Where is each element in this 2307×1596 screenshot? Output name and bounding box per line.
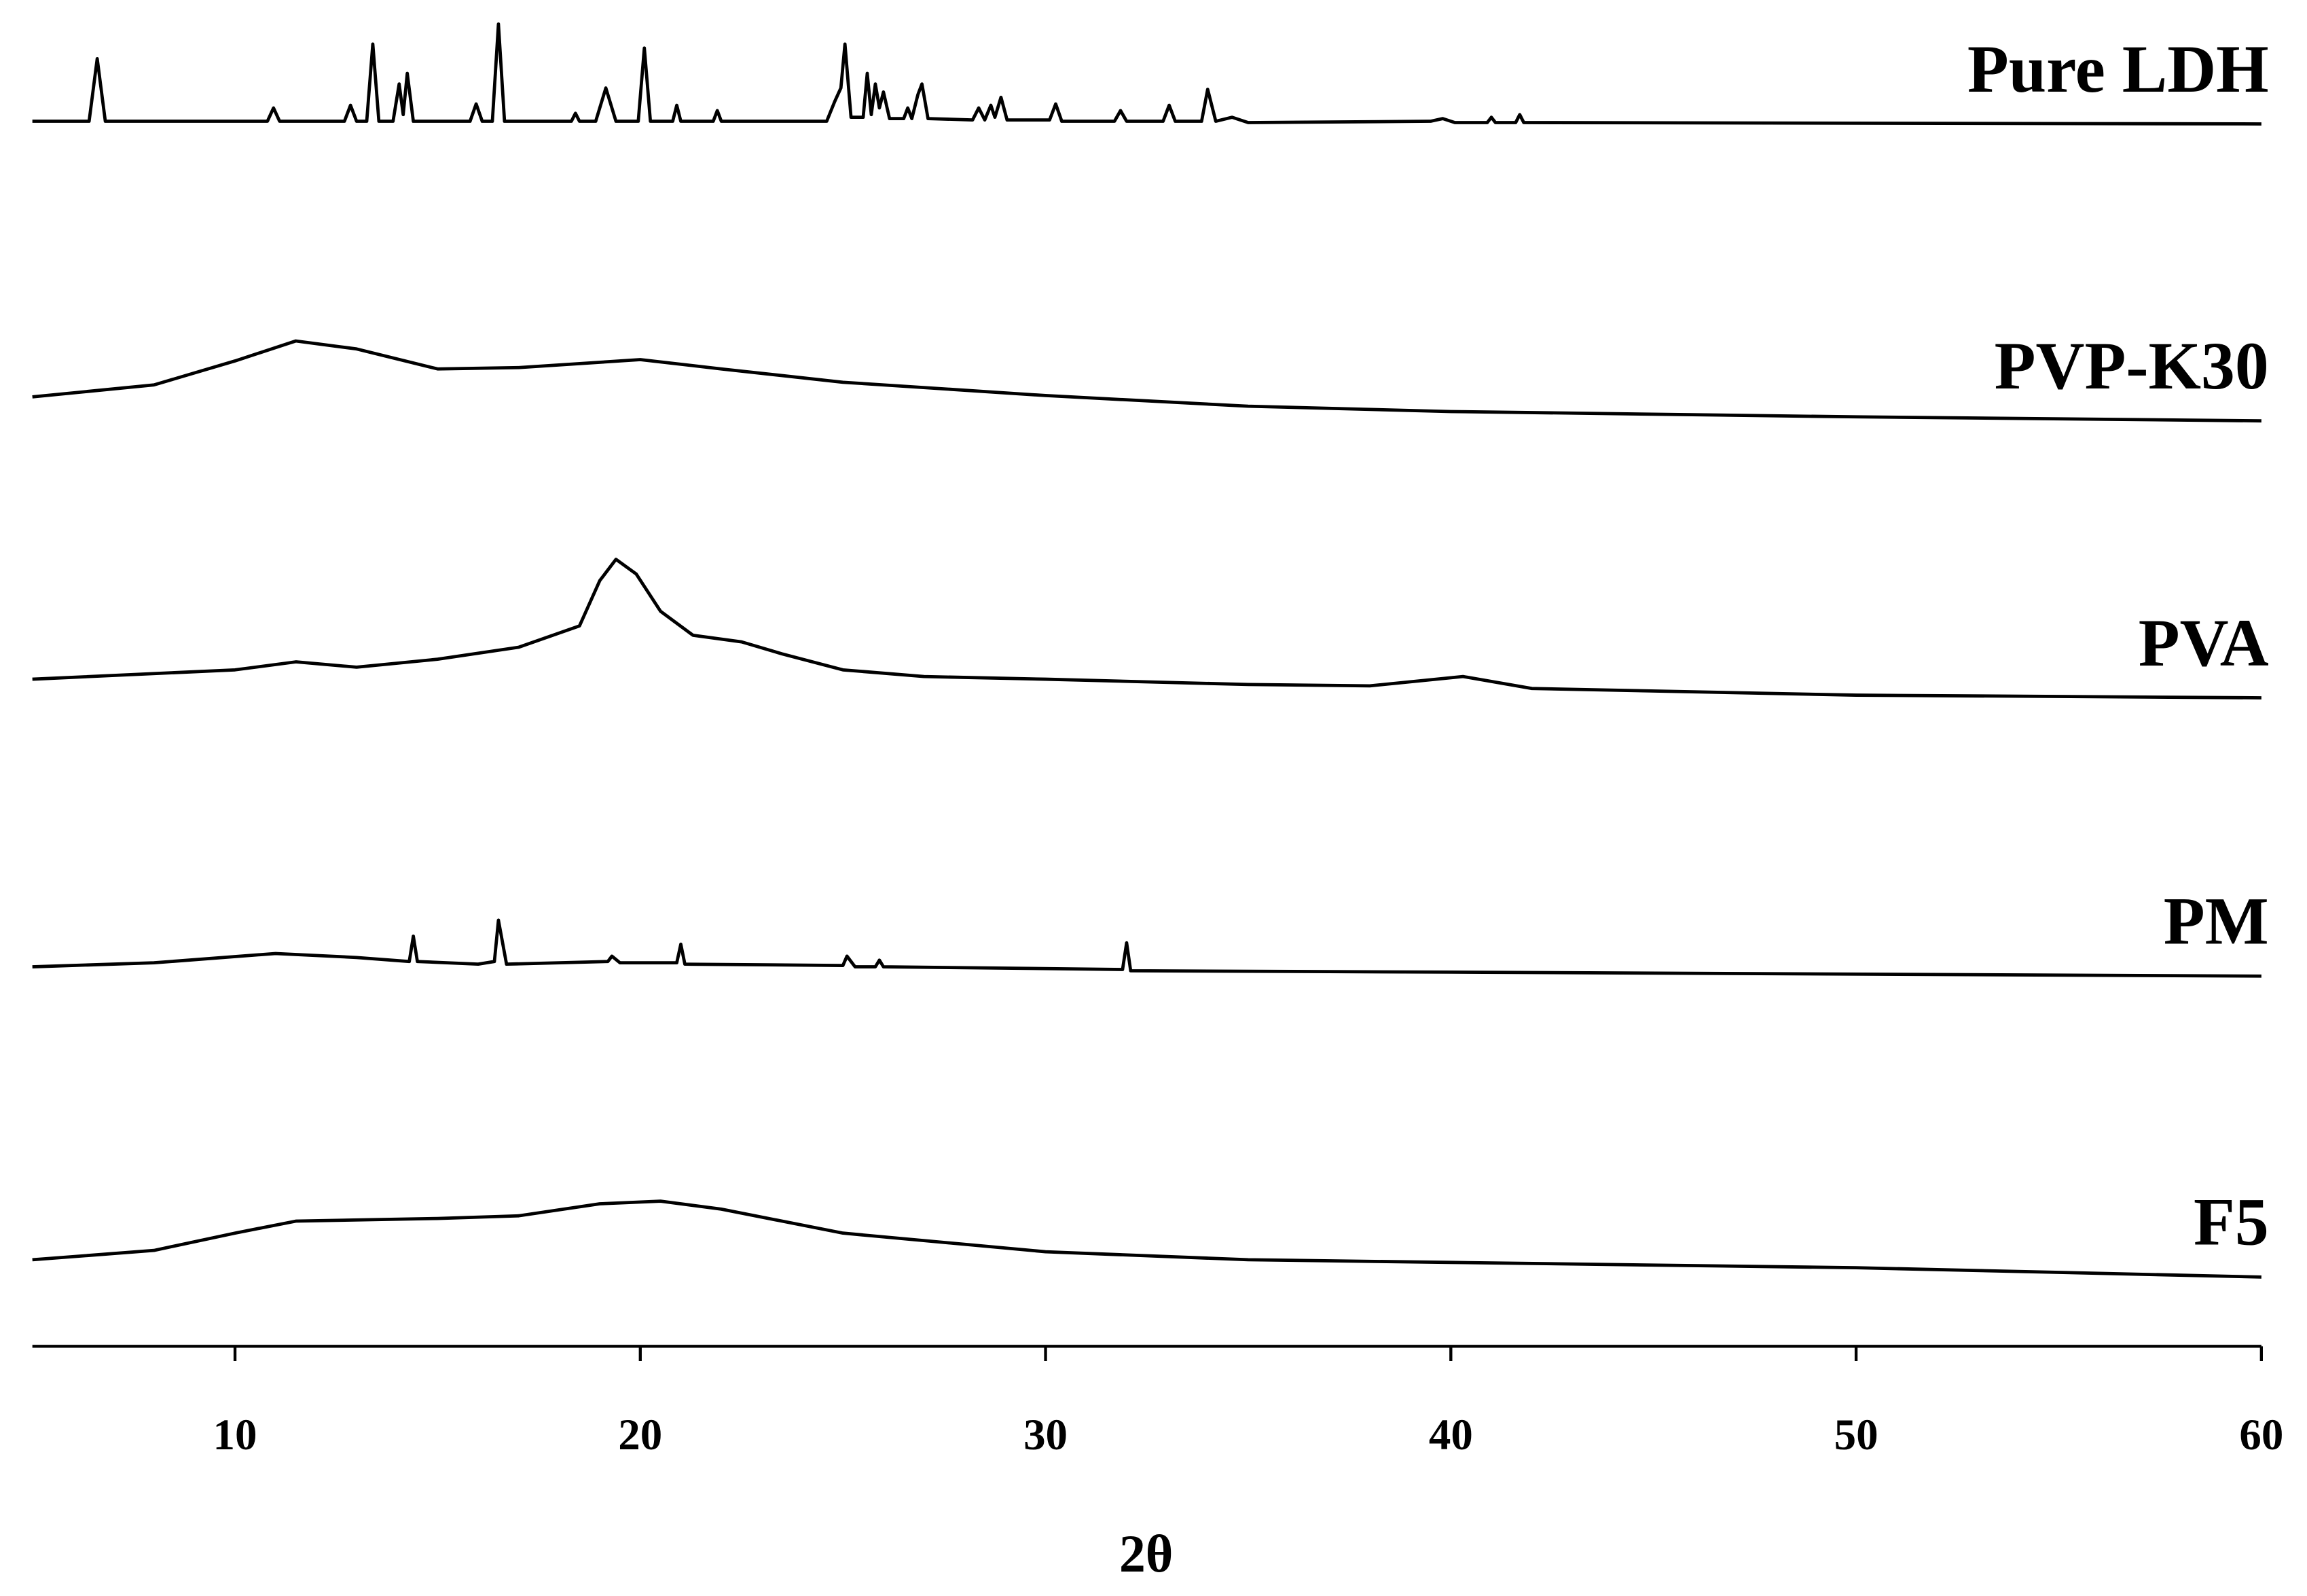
x-tick-label: 40 <box>1429 1411 1473 1459</box>
series-label: PVA <box>2139 605 2269 681</box>
series-label: Pure LDH <box>1967 31 2269 107</box>
x-tick-label: 50 <box>1834 1411 1878 1459</box>
series-line <box>32 1199 2261 1279</box>
x-tick-label: 30 <box>1023 1411 1068 1459</box>
series-label: PM <box>2164 884 2269 959</box>
x-axis-label: 2θ <box>1119 1525 1174 1583</box>
series-line <box>32 918 2261 978</box>
series-label: PVP-K30 <box>1995 328 2269 403</box>
x-tick-label: 10 <box>213 1411 257 1459</box>
series-line <box>32 339 2261 423</box>
series-line <box>32 22 2261 126</box>
series-label: F5 <box>2194 1184 2269 1260</box>
x-tick-label: 60 <box>2239 1411 2283 1459</box>
x-tick-label: 20 <box>618 1411 662 1459</box>
series-line <box>32 558 2261 700</box>
